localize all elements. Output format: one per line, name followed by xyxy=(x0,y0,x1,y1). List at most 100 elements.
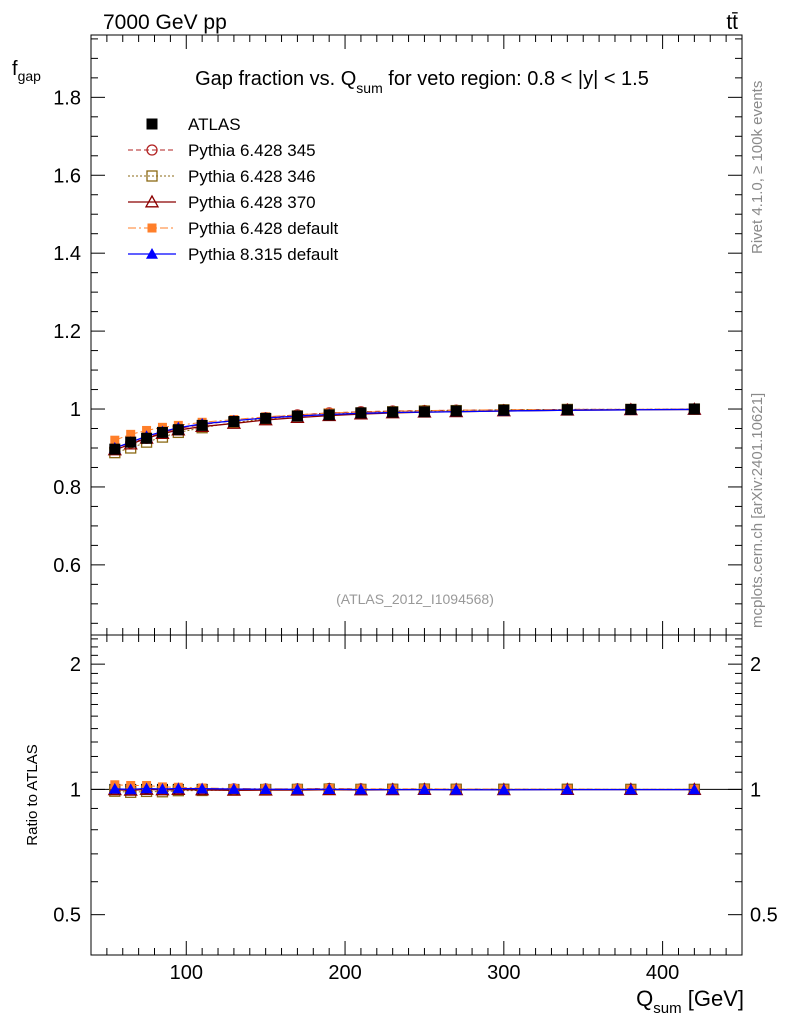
data-point xyxy=(110,435,120,445)
x-axis-label-main: Q xyxy=(636,986,653,1011)
data-point xyxy=(126,429,136,439)
process-label: tt̄ xyxy=(726,11,738,34)
main-ylabel-subscript: gap xyxy=(18,68,42,84)
ratio-point xyxy=(108,782,121,794)
main-ytick-label: 1.2 xyxy=(53,321,81,343)
data-point xyxy=(156,426,168,438)
legend-entry: ATLAS xyxy=(146,115,241,134)
energy-label: 7000 GeV pp xyxy=(103,11,227,34)
data-point xyxy=(141,432,153,444)
xtick-labels: 100 200 300 400 xyxy=(170,962,680,984)
ratio-point xyxy=(418,783,431,795)
xtick-label: 300 xyxy=(487,962,520,984)
legend-label: ATLAS xyxy=(188,115,241,134)
data-point xyxy=(625,403,637,415)
series-atlas xyxy=(109,403,700,455)
data-point xyxy=(172,424,184,436)
data-point xyxy=(450,405,462,417)
legend-label: Pythia 8.315 default xyxy=(188,245,339,264)
data-point xyxy=(688,403,700,415)
legend-label: Pythia 6.428 370 xyxy=(188,193,316,212)
main-ytick-label: 1.8 xyxy=(53,87,81,109)
ratio-point xyxy=(124,783,137,795)
legend-marker xyxy=(146,170,158,182)
legend-marker xyxy=(144,194,160,208)
main-title-part1: Gap fraction vs. Q xyxy=(195,68,356,90)
data-point xyxy=(125,436,137,448)
data-point xyxy=(387,406,399,418)
ratio-point xyxy=(624,783,637,795)
ratio-ytick-label-right: 1 xyxy=(750,779,761,801)
data-point xyxy=(323,409,335,421)
main-ytick-label: 1.6 xyxy=(53,165,81,187)
x-axis-label-units: [GeV] xyxy=(682,986,744,1011)
legend-label: Pythia 6.428 346 xyxy=(188,167,316,186)
rivet-label: Rivet 4.1.0, ≥ 100k events xyxy=(749,81,766,254)
data-point xyxy=(561,404,573,416)
xtick-label: 400 xyxy=(646,962,679,984)
legend-entry: Pythia 6.428 370 xyxy=(128,193,316,212)
x-axis-label: Qsum [GeV] xyxy=(636,986,744,1017)
legend-label: Pythia 6.428 345 xyxy=(188,141,316,160)
ratio-point xyxy=(172,782,185,794)
ratio-point xyxy=(140,782,153,794)
legend-label: Pythia 6.428 default xyxy=(188,219,339,238)
ratio-series-pythia-8-315-default xyxy=(108,782,701,795)
ratio-point xyxy=(323,783,336,795)
ratio-point xyxy=(291,783,304,795)
main-title: Gap fraction vs. Qsum for veto region: 0… xyxy=(195,68,649,96)
data-point xyxy=(291,410,303,422)
main-ylabel-main: f xyxy=(12,58,18,80)
ratio-axis-ticks xyxy=(91,635,742,956)
legend-marker xyxy=(146,248,158,259)
ratio-point xyxy=(561,783,574,795)
ratio-panel: 0.5 0.5 1 1 2 2 Ratio to ATLAS 100 200 300 400 Q… xyxy=(24,634,778,1017)
source-label: mcplots.cern.ch [arXiv:2401.10621] xyxy=(749,393,766,628)
ratio-point xyxy=(688,783,701,795)
main-ytick-label: 1.4 xyxy=(53,243,81,265)
xtick-label: 200 xyxy=(328,962,361,984)
data-point xyxy=(196,419,208,431)
data-point xyxy=(260,412,272,424)
data-point xyxy=(498,404,510,416)
main-title-subscript: sum xyxy=(356,80,382,96)
ratio-ytick-label: 2 xyxy=(70,654,81,676)
data-point xyxy=(418,406,430,418)
legend-entry: Pythia 6.428 345 xyxy=(128,141,316,160)
legend-entry: Pythia 6.428 default xyxy=(128,219,339,238)
legend-marker xyxy=(146,118,158,130)
x-axis-label-subscript: sum xyxy=(653,1000,681,1017)
main-title-part2: for veto region: 0.8 < |y| < 1.5 xyxy=(383,68,649,90)
legend: ATLAS Pythia 6.428 345 Pythia 6.428 346 Pyt… xyxy=(128,115,339,264)
main-series xyxy=(107,402,702,459)
legend-marker xyxy=(146,144,158,156)
data-point xyxy=(109,443,121,455)
main-ytick-label: 1 xyxy=(70,399,81,421)
ratio-point xyxy=(227,783,240,794)
series-line xyxy=(114,408,695,441)
ratio-point xyxy=(354,783,367,795)
main-ytick-label: 0.8 xyxy=(53,477,81,499)
data-point xyxy=(228,415,240,427)
ratio-point xyxy=(156,783,169,794)
xtick-label: 100 xyxy=(170,962,203,984)
main-ylabel: fgap xyxy=(12,58,41,84)
ratio-point xyxy=(196,782,209,794)
ratio-ytick-label: 0.5 xyxy=(53,905,81,927)
ratio-point xyxy=(497,783,510,795)
ratio-ytick-label-right: 0.5 xyxy=(750,905,778,927)
watermark: (ATLAS_2012_I1094568) xyxy=(336,591,494,607)
ratio-ylabel: Ratio to ATLAS xyxy=(24,744,41,845)
legend-entry: Pythia 6.428 346 xyxy=(128,167,316,186)
legend-entry: Pythia 8.315 default xyxy=(128,245,339,264)
ratio-point xyxy=(450,783,463,795)
ratio-series xyxy=(107,780,702,798)
ratio-frame xyxy=(90,634,743,956)
main-ytick-labels: 0.6 0.8 1 1.2 1.4 1.6 1.8 xyxy=(53,87,81,577)
main-axis-ticks xyxy=(91,35,742,635)
ratio-ytick-labels: 0.5 0.5 1 1 2 2 xyxy=(53,654,778,927)
legend-marker xyxy=(147,223,157,233)
main-panel: 0.6 0.8 1 1.2 1.4 1.6 1.8 Gap fraction vs. Qsu… xyxy=(12,34,743,636)
ratio-point xyxy=(386,783,399,795)
